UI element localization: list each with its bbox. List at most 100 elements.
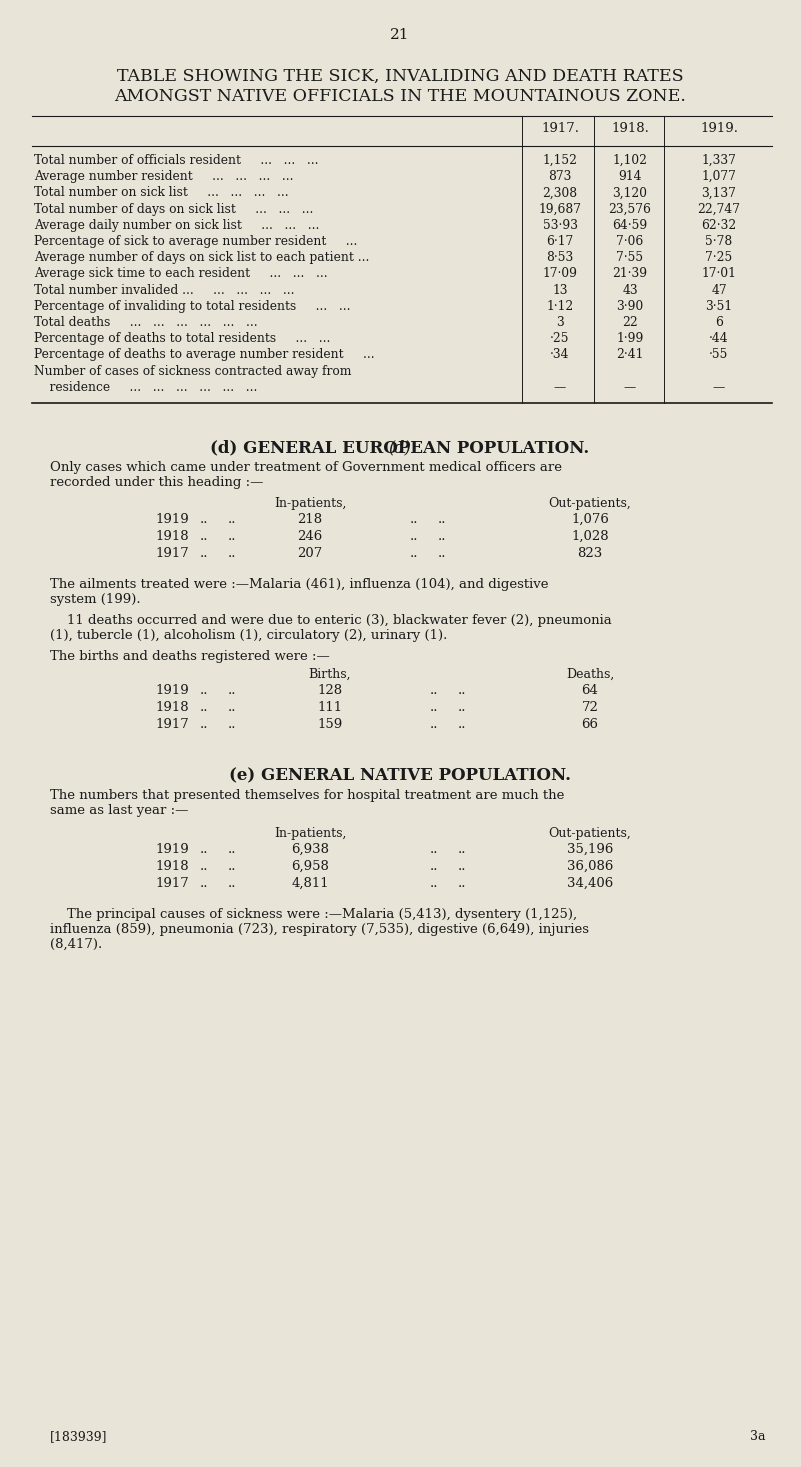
Text: ..: .. — [200, 547, 208, 560]
Text: 111: 111 — [317, 701, 343, 714]
Text: ..: .. — [200, 877, 208, 890]
Text: ..: .. — [228, 860, 236, 873]
Text: 4,811: 4,811 — [292, 877, 329, 890]
Text: ..: .. — [410, 547, 418, 560]
Text: 22: 22 — [622, 315, 638, 329]
Text: 43: 43 — [622, 283, 638, 296]
Text: 1918: 1918 — [155, 860, 188, 873]
Text: 246: 246 — [297, 530, 323, 543]
Text: ..: .. — [200, 701, 208, 714]
Text: The numbers that presented themselves for hospital treatment are much the: The numbers that presented themselves fo… — [50, 789, 565, 802]
Text: ..: .. — [438, 530, 446, 543]
Text: ..: .. — [458, 844, 466, 857]
Text: ..: .. — [228, 530, 236, 543]
Text: 1,028: 1,028 — [571, 530, 609, 543]
Text: 873: 873 — [549, 170, 572, 183]
Text: 1917.: 1917. — [541, 122, 579, 135]
Text: 914: 914 — [618, 170, 642, 183]
Text: ·25: ·25 — [550, 332, 570, 345]
Text: ..: .. — [228, 844, 236, 857]
Text: Out-patients,: Out-patients, — [549, 827, 631, 841]
Text: 7·06: 7·06 — [617, 235, 644, 248]
Text: 1917: 1917 — [155, 717, 189, 731]
Text: 1·99: 1·99 — [616, 332, 644, 345]
Text: The births and deaths registered were :—: The births and deaths registered were :— — [50, 650, 330, 663]
Text: ..: .. — [228, 684, 236, 697]
Text: Percentage of sick to average number resident     ...: Percentage of sick to average number res… — [34, 235, 357, 248]
Text: TABLE SHOWING THE SICK, INVALIDING AND DEATH RATES: TABLE SHOWING THE SICK, INVALIDING AND D… — [117, 67, 683, 85]
Text: 823: 823 — [578, 547, 602, 560]
Text: 47: 47 — [711, 283, 727, 296]
Text: ..: .. — [228, 701, 236, 714]
Text: ·34: ·34 — [550, 348, 570, 361]
Text: The ailments treated were :—Malaria (461), influenza (104), and digestive: The ailments treated were :—Malaria (461… — [50, 578, 549, 591]
Text: 13: 13 — [552, 283, 568, 296]
Text: 22,747: 22,747 — [698, 202, 740, 216]
Text: Number of cases of sickness contracted away from: Number of cases of sickness contracted a… — [34, 365, 352, 377]
Text: ..: .. — [200, 717, 208, 731]
Text: In-patients,: In-patients, — [274, 827, 346, 841]
Text: 1,152: 1,152 — [542, 154, 578, 167]
Text: Total deaths     ...   ...   ...   ...   ...   ...: Total deaths ... ... ... ... ... ... — [34, 315, 258, 329]
Text: 17·09: 17·09 — [542, 267, 578, 280]
Text: ..: .. — [200, 684, 208, 697]
Text: 53·93: 53·93 — [542, 219, 578, 232]
Text: 5·78: 5·78 — [706, 235, 733, 248]
Text: 17·01: 17·01 — [702, 267, 736, 280]
Text: 1,337: 1,337 — [702, 154, 736, 167]
Text: —: — — [624, 381, 636, 393]
Text: 19,687: 19,687 — [538, 202, 582, 216]
Text: ..: .. — [458, 717, 466, 731]
Text: 72: 72 — [582, 701, 598, 714]
Text: 3·90: 3·90 — [617, 299, 644, 312]
Text: ..: .. — [410, 530, 418, 543]
Text: 6: 6 — [715, 315, 723, 329]
Text: 3·51: 3·51 — [706, 299, 733, 312]
Text: 34,406: 34,406 — [567, 877, 613, 890]
Text: Only cases which came under treatment of Government medical officers are: Only cases which came under treatment of… — [50, 461, 562, 474]
Text: 218: 218 — [297, 513, 323, 527]
Text: ..: .. — [200, 513, 208, 527]
Text: 207: 207 — [297, 547, 323, 560]
Text: (d) GENERAL EUROPEAN POPULATION.: (d) GENERAL EUROPEAN POPULATION. — [211, 439, 590, 456]
Text: ..: .. — [430, 877, 438, 890]
Text: 1919: 1919 — [155, 513, 189, 527]
Text: system (199).: system (199). — [50, 593, 141, 606]
Text: residence     ...   ...   ...   ...   ...   ...: residence ... ... ... ... ... ... — [34, 381, 257, 393]
Text: 159: 159 — [317, 717, 343, 731]
Text: ..: .. — [430, 684, 438, 697]
Text: 2,308: 2,308 — [542, 186, 578, 200]
Text: Deaths,: Deaths, — [566, 667, 614, 681]
Text: ..: .. — [458, 860, 466, 873]
Text: 1918.: 1918. — [611, 122, 649, 135]
Text: AMONGST NATIVE OFFICIALS IN THE MOUNTAINOUS ZONE.: AMONGST NATIVE OFFICIALS IN THE MOUNTAIN… — [114, 88, 686, 106]
Text: 1918: 1918 — [155, 530, 188, 543]
Text: 1,076: 1,076 — [571, 513, 609, 527]
Text: same as last year :—: same as last year :— — [50, 804, 188, 817]
Text: [183939]: [183939] — [50, 1430, 107, 1444]
Text: (e) GENERAL NATIVE POPULATION.: (e) GENERAL NATIVE POPULATION. — [229, 767, 571, 783]
Text: Total number invalided ...     ...   ...   ...   ...: Total number invalided ... ... ... ... .… — [34, 283, 295, 296]
Text: The principal causes of sickness were :—Malaria (5,413), dysentery (1,125),: The principal causes of sickness were :—… — [50, 908, 578, 921]
Text: ..: .. — [228, 513, 236, 527]
Text: 6,958: 6,958 — [291, 860, 329, 873]
Text: ..: .. — [430, 701, 438, 714]
Text: 1919: 1919 — [155, 684, 189, 697]
Text: 1917: 1917 — [155, 877, 189, 890]
Text: 3,120: 3,120 — [613, 186, 647, 200]
Text: ..: .. — [228, 547, 236, 560]
Text: 3: 3 — [556, 315, 564, 329]
Text: Percentage of deaths to total residents     ...   ...: Percentage of deaths to total residents … — [34, 332, 330, 345]
Text: ..: .. — [430, 717, 438, 731]
Text: ·55: ·55 — [710, 348, 729, 361]
Text: 128: 128 — [317, 684, 343, 697]
Text: 1919.: 1919. — [700, 122, 738, 135]
Text: Total number on sick list     ...   ...   ...   ...: Total number on sick list ... ... ... ..… — [34, 186, 288, 200]
Text: 66: 66 — [582, 717, 598, 731]
Text: Total number of days on sick list     ...   ...   ...: Total number of days on sick list ... ..… — [34, 202, 313, 216]
Text: 36,086: 36,086 — [567, 860, 614, 873]
Text: —: — — [713, 381, 725, 393]
Text: 3,137: 3,137 — [702, 186, 736, 200]
Text: ..: .. — [438, 513, 446, 527]
Text: Average sick time to each resident     ...   ...   ...: Average sick time to each resident ... .… — [34, 267, 328, 280]
